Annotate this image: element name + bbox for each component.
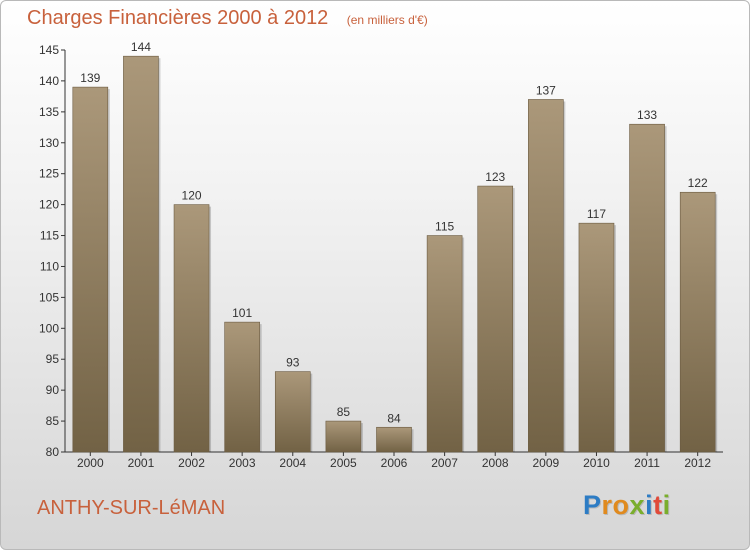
y-tick-label: 90 [46,383,60,397]
x-tick-label: 2009 [532,456,559,470]
data-label-2004: 93 [286,356,300,370]
bar-2008 [477,185,514,453]
y-tick-label: 115 [40,229,59,243]
data-label-2008: 123 [485,170,505,184]
data-label-2009: 137 [536,83,556,97]
data-label-2007: 115 [435,220,454,234]
x-tick-label: 2007 [431,456,458,470]
bar-2000 [72,86,109,453]
x-tick-label: 2010 [583,456,610,470]
y-tick-label: 125 [39,167,59,181]
data-label-2002: 120 [182,189,202,203]
x-tick-label: 2000 [77,456,104,470]
data-label-2006: 84 [387,411,401,425]
data-label-2003: 101 [232,306,252,320]
y-tick-label: 100 [39,321,59,335]
bar-2007 [426,235,463,453]
y-tick-label: 145 [39,43,59,57]
bar-2006 [376,426,412,453]
y-tick-label: 80 [46,445,60,459]
x-tick-label: 2011 [634,456,660,470]
bar-2012 [679,191,716,453]
x-tick-label: 2005 [330,456,357,470]
chart-unit-note: (en milliers d'€) [346,13,428,27]
x-tick-label: 2006 [381,456,408,470]
value-labels: 139 144 120 101 93 85 84 115 123 137 117 133 122 [80,40,708,425]
x-tick-label: 2002 [178,456,205,470]
bar-2005 [325,420,362,453]
y-tick-label: 105 [39,290,59,304]
y-tick-label: 120 [39,198,59,212]
data-label-2011: 133 [637,108,657,122]
bar-2002 [173,204,210,453]
bar-2001 [123,55,159,453]
y-tick-label: 85 [46,414,60,428]
bar-2010 [578,222,615,453]
data-label-2010: 117 [587,207,606,221]
x-tick-label: 2012 [684,456,711,470]
data-label-2012: 122 [688,176,708,190]
title-row: Charges Financières 2000 à 2012 (en mill… [27,7,428,30]
y-tick-label: 140 [39,74,59,88]
x-tick-label: 2008 [482,456,509,470]
y-tick-label: 135 [39,105,59,119]
commune-name: ANTHY-SUR-LéMAN [37,497,226,519]
y-tick-label: 130 [39,136,59,150]
data-label-2000: 139 [80,71,100,85]
y-tick-label: 110 [40,259,59,273]
bar-2004 [274,371,311,453]
data-label-2001: 144 [131,40,151,54]
proxiti-logo: Proxiti [583,490,671,520]
y-tick-label: 95 [46,352,60,366]
bar-2011 [629,123,665,453]
bars [72,55,718,453]
bar-2009 [528,99,564,453]
chart-title: Charges Financières 2000 à 2012 [27,7,329,29]
x-tick-label: 2001 [128,456,155,470]
data-label-2005: 85 [337,405,351,419]
x-tick-label: 2003 [229,456,256,470]
bar-2003 [224,321,260,453]
x-tick-label: 2004 [279,456,306,470]
